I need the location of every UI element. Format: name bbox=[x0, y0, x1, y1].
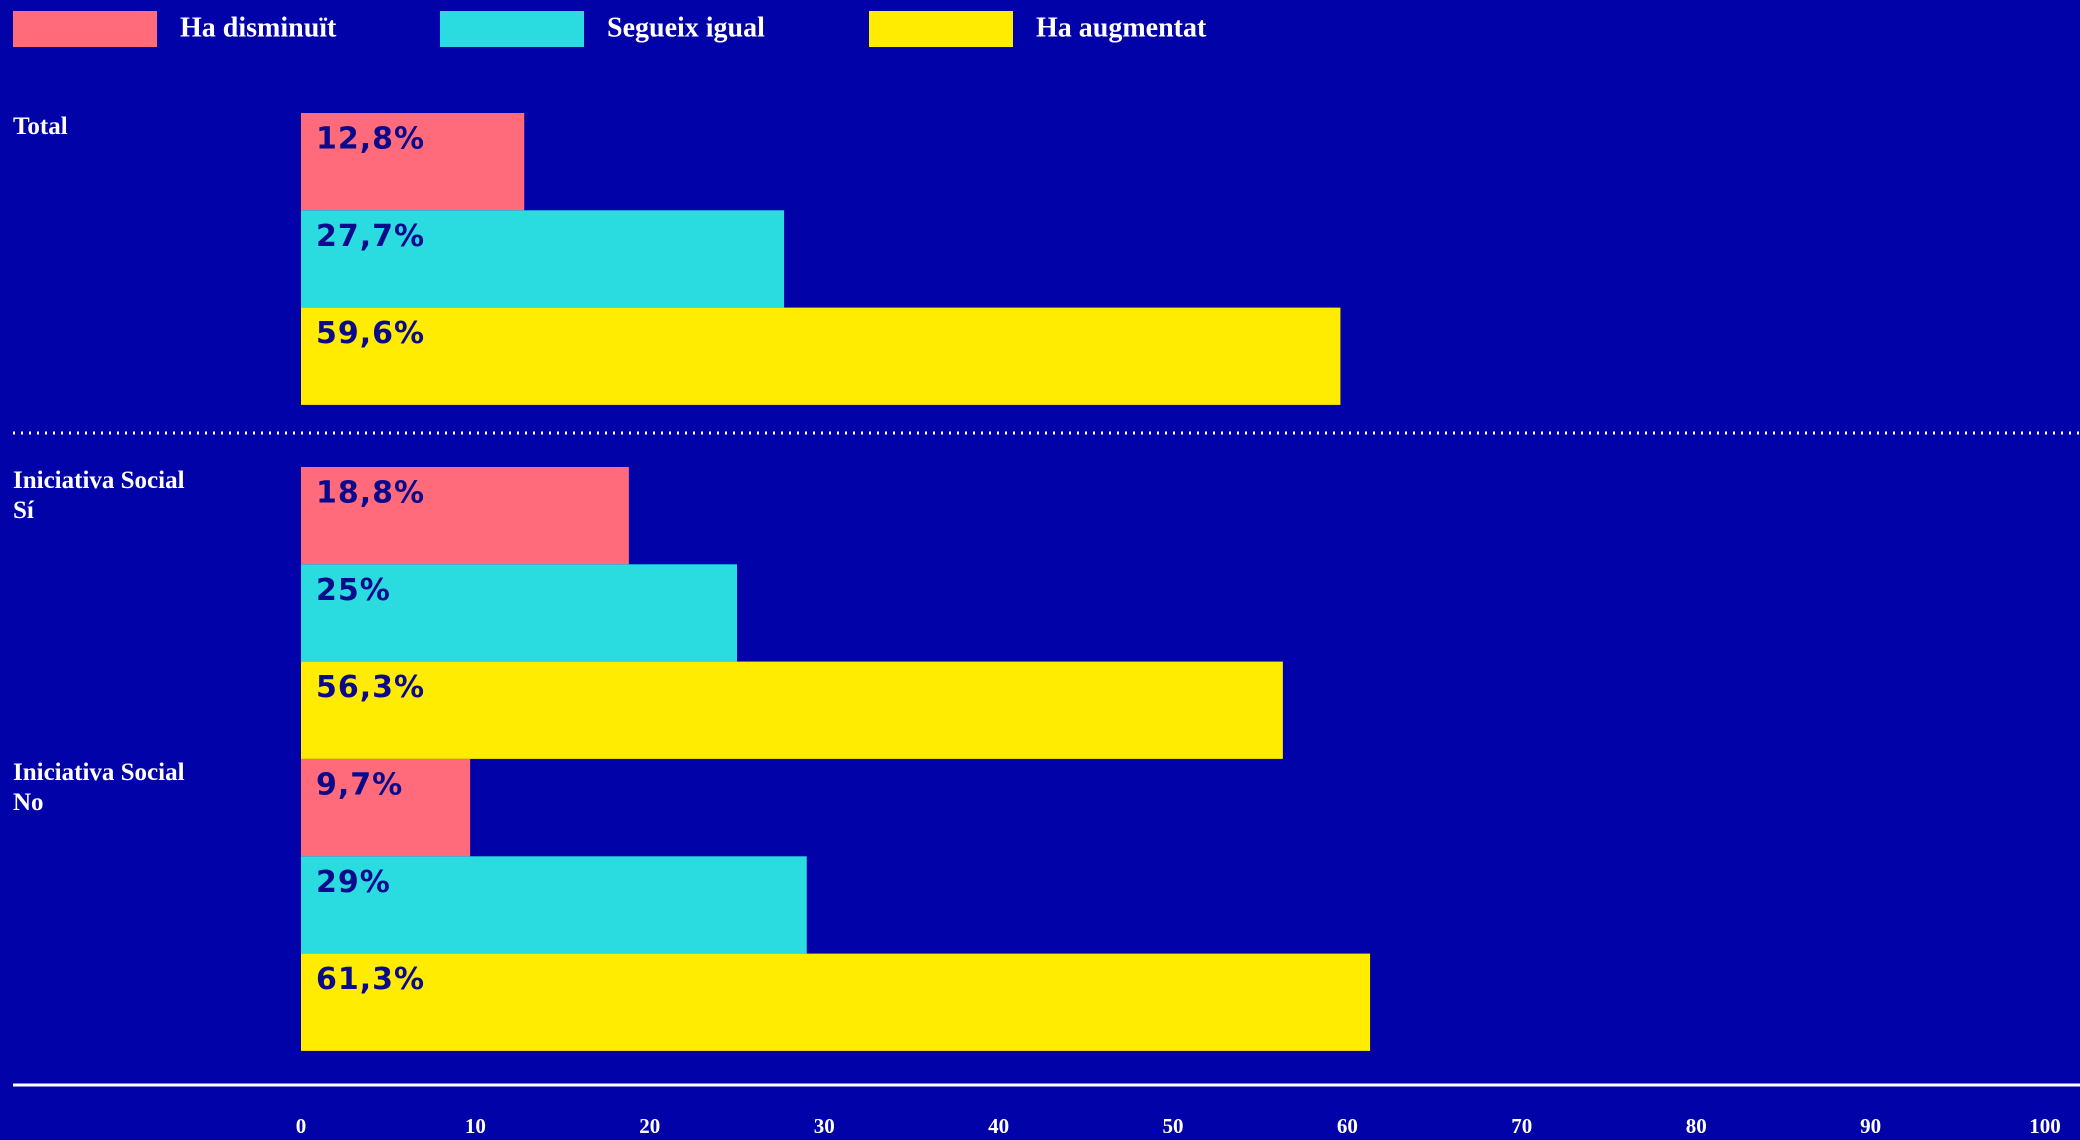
category-label: Iniciativa Social Sí bbox=[13, 467, 185, 524]
x-tick-label: 20 bbox=[639, 1114, 660, 1138]
bar bbox=[301, 856, 807, 954]
bar bbox=[301, 564, 737, 662]
legend-swatch bbox=[440, 11, 584, 47]
legend-swatch bbox=[869, 11, 1013, 47]
bar bbox=[301, 759, 471, 857]
x-tick-label: 0 bbox=[296, 1114, 307, 1138]
bar bbox=[301, 953, 1371, 1051]
legend-swatch bbox=[13, 11, 157, 47]
x-tick-label: 90 bbox=[1860, 1114, 1881, 1138]
value-label: 59,6% bbox=[316, 316, 425, 351]
x-tick-label: 30 bbox=[814, 1114, 835, 1138]
legend-label: Ha disminuït bbox=[180, 12, 337, 43]
value-label: 61,3% bbox=[316, 962, 425, 997]
x-tick-label: 60 bbox=[1337, 1114, 1358, 1138]
bar bbox=[301, 113, 525, 211]
value-label: 18,8% bbox=[316, 476, 425, 511]
category-label: Iniciativa Social No bbox=[13, 759, 185, 816]
value-label: 56,3% bbox=[316, 670, 425, 705]
x-tick-label: 10 bbox=[465, 1114, 486, 1138]
x-tick-label: 80 bbox=[1686, 1114, 1707, 1138]
x-tick-label: 40 bbox=[988, 1114, 1009, 1138]
x-tick-label: 70 bbox=[1511, 1114, 1532, 1138]
legend-label: Segueix igual bbox=[607, 12, 765, 43]
value-label: 29% bbox=[316, 865, 391, 900]
x-tick-label: 100 bbox=[2029, 1114, 2061, 1138]
bar bbox=[301, 467, 629, 565]
bar bbox=[301, 661, 1283, 759]
category-label: Total bbox=[13, 113, 68, 140]
bar bbox=[301, 307, 1341, 405]
legend-label: Ha augmentat bbox=[1036, 12, 1207, 43]
value-label: 12,8% bbox=[316, 122, 425, 157]
value-label: 9,7% bbox=[316, 768, 403, 803]
value-label: 25% bbox=[316, 573, 391, 608]
x-tick-label: 50 bbox=[1163, 1114, 1184, 1138]
value-label: 27,7% bbox=[316, 219, 425, 254]
bar bbox=[301, 210, 785, 308]
